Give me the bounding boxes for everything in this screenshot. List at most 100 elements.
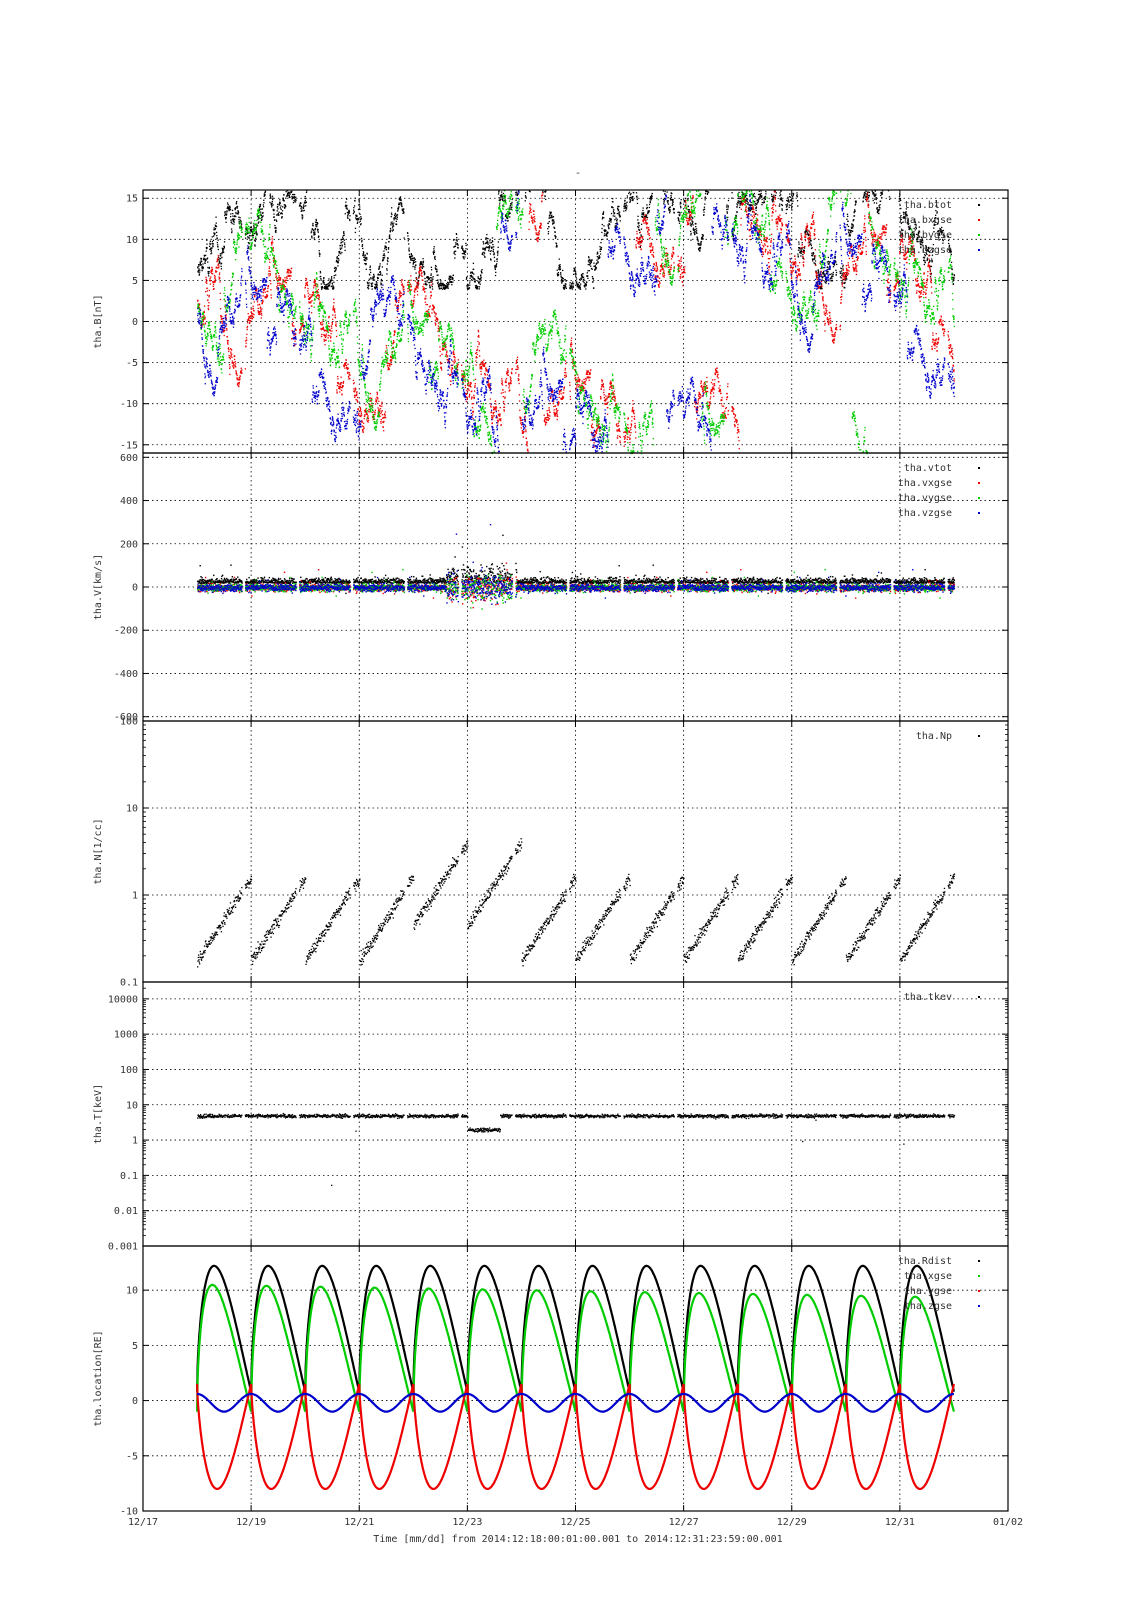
data-point [383, 257, 386, 259]
data-point [225, 217, 227, 219]
data-point [388, 237, 390, 239]
data-point [253, 226, 255, 228]
data-point [283, 200, 285, 202]
data-point [559, 268, 562, 270]
data-point [909, 225, 911, 227]
data-point [221, 247, 223, 249]
data-point [201, 316, 204, 318]
data-point [629, 196, 632, 199]
data-point [334, 314, 336, 316]
data-point [431, 285, 433, 288]
data-point [412, 265, 414, 268]
data-point [408, 249, 410, 251]
data-point [318, 296, 321, 298]
data-point [482, 365, 485, 367]
data-point [823, 274, 825, 276]
data-point [525, 196, 527, 198]
data-point [641, 213, 643, 216]
data-point [197, 269, 200, 272]
data-point [485, 368, 487, 370]
data-point [315, 219, 318, 222]
data-point [455, 243, 457, 246]
data-point [239, 375, 241, 377]
data-point [343, 234, 345, 236]
data-point [240, 220, 242, 223]
data-point [361, 244, 364, 246]
data-point [798, 243, 800, 245]
data-point [623, 210, 625, 212]
data-point [374, 403, 377, 405]
data-point [907, 226, 910, 228]
data-point [497, 246, 499, 248]
data-point [399, 199, 401, 201]
data-point [578, 278, 581, 281]
data-point [413, 296, 415, 298]
data-point [798, 241, 800, 243]
data-point [360, 223, 362, 225]
data-point [573, 270, 575, 272]
data-point [252, 316, 255, 318]
data-point [260, 211, 262, 213]
data-point [549, 211, 551, 213]
data-point [317, 230, 319, 232]
data-point [625, 204, 627, 206]
data-point [953, 276, 955, 279]
data-point [763, 197, 765, 200]
panel-1-data [197, 190, 956, 455]
data-point [551, 389, 554, 391]
data-point [326, 283, 329, 285]
data-point [273, 216, 275, 218]
data-point [614, 218, 616, 221]
data-point [511, 368, 513, 370]
data-point [749, 209, 752, 211]
data-point [524, 195, 527, 197]
data-point [392, 224, 394, 226]
data-point [387, 362, 389, 364]
data-point [904, 211, 906, 214]
data-point [213, 274, 216, 277]
data-point [875, 197, 878, 199]
data-point [915, 224, 917, 226]
data-point [489, 258, 492, 260]
data-point [932, 220, 935, 222]
data-point [786, 203, 789, 205]
data-point [754, 207, 757, 209]
data-point [384, 413, 386, 415]
data-point [494, 267, 496, 269]
data-point [387, 251, 389, 254]
data-point [899, 197, 902, 200]
data-point [496, 254, 499, 256]
data-point [584, 285, 586, 287]
data-point [318, 299, 320, 301]
data-point [226, 202, 229, 204]
data-point [505, 217, 508, 219]
data-point [197, 266, 199, 268]
data-point [463, 370, 465, 373]
data-point [370, 277, 372, 279]
data-point [943, 233, 945, 236]
data-point [442, 282, 444, 285]
data-point [917, 234, 919, 236]
data-point [437, 330, 439, 332]
data-point [790, 199, 792, 201]
data-point [495, 264, 497, 267]
data-point [950, 250, 952, 253]
data-point [282, 197, 284, 199]
data-point [312, 222, 314, 225]
data-point [269, 280, 272, 282]
data-point [479, 279, 481, 281]
data-point [936, 205, 938, 208]
data-point [440, 369, 443, 371]
data-point [579, 286, 581, 288]
data-point [436, 317, 439, 320]
data-point [485, 241, 487, 244]
data-point [394, 300, 397, 302]
data-point [565, 287, 567, 290]
data-point [301, 218, 304, 220]
data-point [335, 269, 337, 271]
data-point [702, 235, 704, 237]
data-point [792, 200, 794, 202]
data-point [580, 278, 582, 281]
data-point [432, 304, 434, 307]
data-point [694, 230, 696, 233]
